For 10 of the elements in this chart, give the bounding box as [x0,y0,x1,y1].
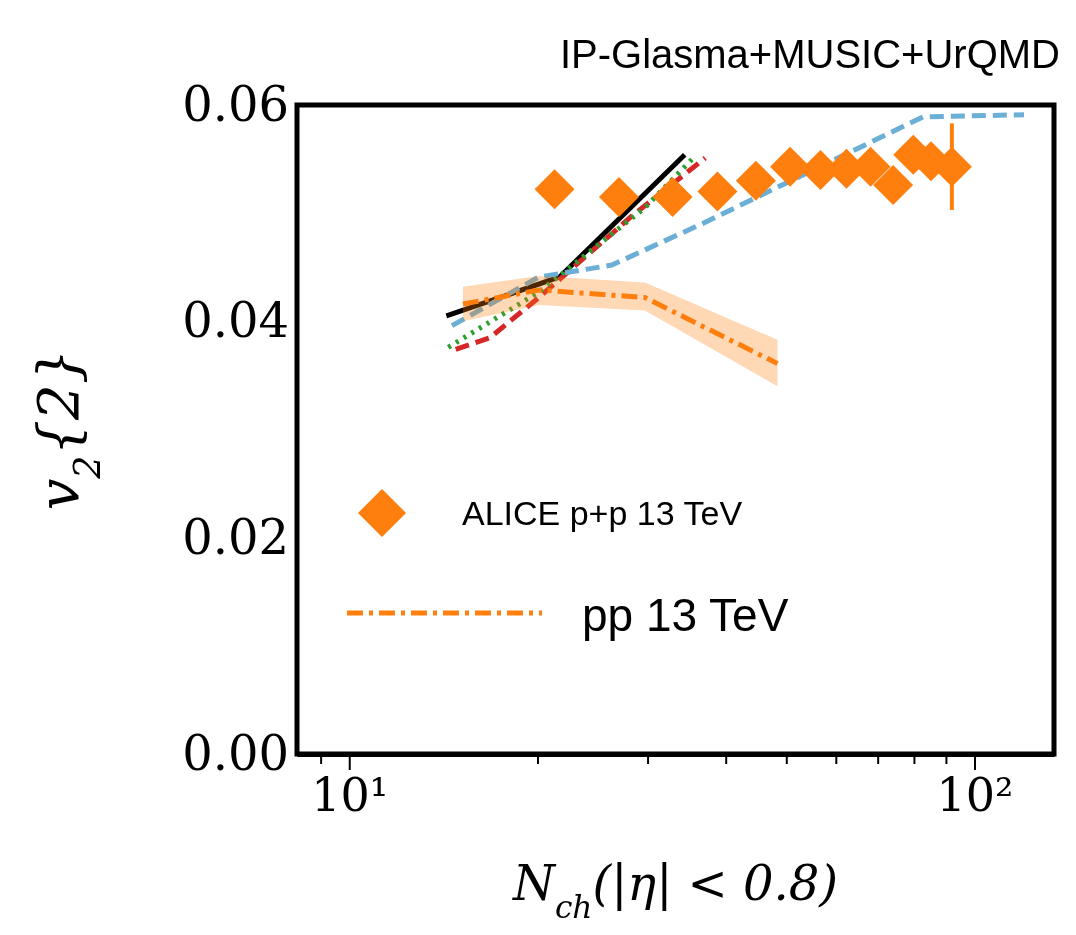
y-tick-label: 0.00 [182,725,289,781]
x-axis-title: N$_{ch}$(|η| < 0.8) [511,855,839,925]
y-tick-label: 0.02 [182,508,289,565]
y-tick-label: 0.04 [182,292,289,349]
x-tick-label: 10² [936,767,1014,822]
x-tick-label: 10¹ [311,767,389,822]
y-tick-label: 0.06 [182,76,289,132]
legend-label: pp 13 TeV [582,589,789,641]
chart-title: IP-Glasma+MUSIC+UrQMD [559,32,1060,76]
legend-label: ALICE p+p 13 TeV [462,494,743,532]
